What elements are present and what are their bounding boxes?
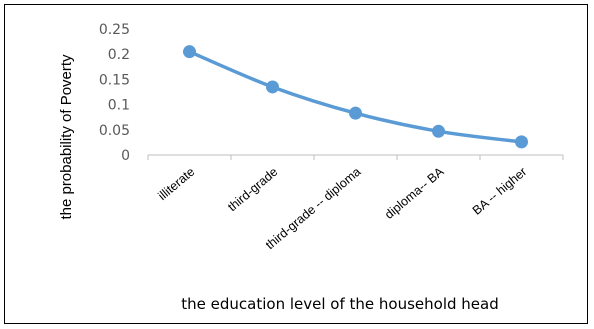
x-tick-label: third-grade -- diploma	[263, 165, 364, 253]
x-axis-label: the education level of the household hea…	[181, 295, 498, 313]
y-tick-label: 0	[121, 148, 130, 164]
data-point	[266, 80, 279, 94]
y-tick-label: 0.05	[99, 123, 130, 139]
y-tick-label: 0.1	[108, 98, 130, 114]
chart-frame	[4, 4, 588, 324]
series-line	[187, 49, 524, 144]
y-tick-label: 0.2	[108, 47, 130, 63]
data-point	[515, 135, 528, 149]
x-tick-label: third-grade	[225, 165, 280, 215]
x-tick-label: BA -- higher	[470, 165, 530, 218]
data-point	[432, 124, 445, 138]
data-point	[183, 45, 196, 59]
x-tick-label: illiterate	[155, 165, 197, 203]
series-group	[183, 45, 528, 149]
x-tick-label: diploma-- BA	[382, 164, 447, 222]
y-tick-label: 0.15	[99, 72, 130, 88]
y-tick-label: 0.25	[99, 22, 130, 38]
data-point	[349, 106, 362, 120]
y-axis-label: the probability of Poverty	[58, 54, 75, 220]
